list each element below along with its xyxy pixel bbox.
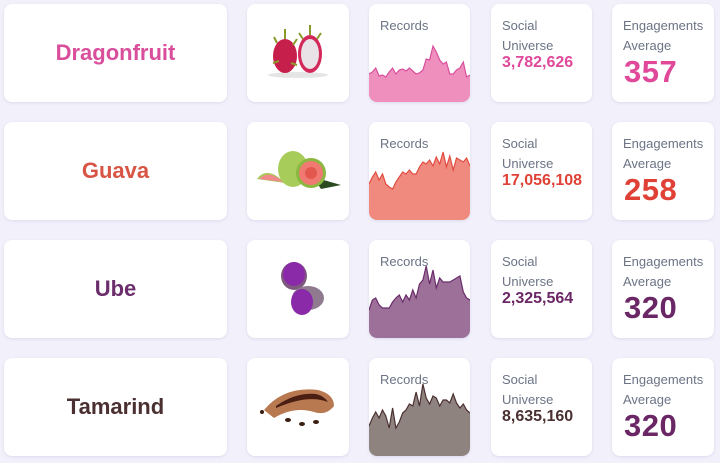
records-label: Records (380, 18, 429, 33)
fruit-name-card[interactable]: Dragonfruit (4, 4, 227, 102)
social-universe-label: Social Universe (502, 18, 554, 53)
social-universe-card: Social Universe 3,782,626 (491, 4, 592, 102)
records-label: Records (380, 136, 429, 151)
records-card: Records (369, 122, 470, 220)
fruit-name: Dragonfruit (55, 40, 176, 65)
records-label: Records (380, 254, 429, 269)
engagements-label: Engagements Average (623, 18, 704, 53)
engagements-card: Engagements Average 320 (612, 358, 714, 456)
records-label: Records (380, 372, 429, 387)
social-universe-value: 2,325,564 (502, 290, 574, 307)
records-sparkline (369, 44, 470, 102)
fruit-name-card[interactable]: Guava (4, 122, 227, 220)
fruit-name-card[interactable]: Ube (4, 240, 227, 338)
engagements-card: Engagements Average 258 (612, 122, 714, 220)
engagements-value: 320 (624, 290, 678, 325)
records-sparkline (369, 265, 470, 338)
social-universe-card: Social Universe 17,056,108 (491, 122, 592, 220)
engagements-card: Engagements Average 357 (612, 4, 714, 102)
records-card: Records (369, 4, 470, 102)
records-card: Records (369, 358, 470, 456)
social-universe-value: 3,782,626 (502, 54, 574, 71)
engagements-card: Engagements Average 320 (612, 240, 714, 338)
social-universe-label: Social Universe (502, 372, 554, 407)
engagements-label: Engagements Average (623, 136, 704, 171)
social-universe-value: 17,056,108 (502, 172, 583, 189)
engagements-label: Engagements Average (623, 372, 704, 407)
tamarind-image (256, 380, 340, 435)
ube-image (268, 254, 328, 325)
fruit-name-card[interactable]: Tamarind (4, 358, 227, 456)
dragonfruit-image (263, 21, 333, 86)
guava-image (253, 139, 343, 204)
fruit-image-card (247, 358, 349, 456)
social-universe-card: Social Universe 8,635,160 (491, 358, 592, 456)
fruit-name: Guava (81, 158, 150, 183)
engagements-value: 258 (624, 172, 678, 207)
social-universe-card: Social Universe 2,325,564 (491, 240, 592, 338)
fruit-image-card (247, 4, 349, 102)
fruit-name: Ube (94, 276, 137, 301)
engagements-label: Engagements Average (623, 254, 704, 289)
records-sparkline (369, 151, 470, 220)
records-card: Records (369, 240, 470, 338)
social-universe-label: Social Universe (502, 254, 554, 289)
social-universe-label: Social Universe (502, 136, 554, 171)
fruit-name: Tamarind (66, 394, 165, 419)
engagements-value: 357 (624, 54, 678, 89)
records-sparkline (369, 383, 470, 456)
engagements-value: 320 (624, 408, 678, 443)
social-universe-value: 8,635,160 (502, 408, 574, 425)
fruit-image-card (247, 240, 349, 338)
fruit-image-card (247, 122, 349, 220)
